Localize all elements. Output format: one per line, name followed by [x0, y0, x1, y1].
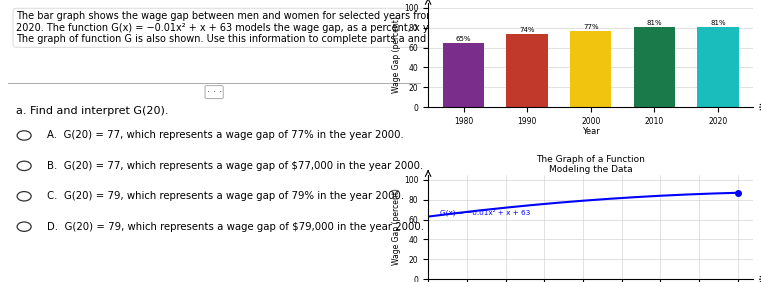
Text: 81%: 81%: [647, 20, 662, 26]
Text: The bar graph shows the wage gap between men and women for selected years from 1: The bar graph shows the wage gap between…: [16, 11, 507, 44]
Y-axis label: Wage Gap (percent): Wage Gap (percent): [392, 17, 401, 93]
Text: G(x) = −0.01x² + x + 63: G(x) = −0.01x² + x + 63: [440, 209, 530, 216]
Bar: [697, 27, 739, 107]
Title: The Graph of a Function
Modeling the Data: The Graph of a Function Modeling the Dat…: [537, 155, 645, 174]
Text: B.  G(20) = 77, which represents a wage gap of $77,000 in the year 2000.: B. G(20) = 77, which represents a wage g…: [47, 161, 423, 171]
Y-axis label: Wage Gap (percent): Wage Gap (percent): [392, 189, 401, 265]
Text: 77%: 77%: [583, 24, 599, 30]
Title: Wage Gap Between Men and
Women: Wage Gap Between Men and Women: [525, 0, 656, 2]
Bar: [507, 34, 548, 107]
Bar: [570, 31, 611, 107]
X-axis label: Year: Year: [582, 127, 600, 136]
Text: C.  G(20) = 79, which represents a wage gap of 79% in the year 2000.: C. G(20) = 79, which represents a wage g…: [47, 191, 404, 201]
Text: 65%: 65%: [456, 36, 471, 42]
Text: a. Find and interpret G(20).: a. Find and interpret G(20).: [16, 106, 168, 116]
Text: A.  G(20) = 77, which represents a wage gap of 77% in the year 2000.: A. G(20) = 77, which represents a wage g…: [47, 131, 403, 140]
Bar: [634, 27, 675, 107]
Text: 81%: 81%: [710, 20, 726, 26]
Text: · · ·: · · ·: [206, 87, 221, 97]
Text: 74%: 74%: [520, 27, 535, 33]
Text: D.  G(20) = 79, which represents a wage gap of $79,000 in the year 2000.: D. G(20) = 79, which represents a wage g…: [47, 222, 424, 232]
Bar: [443, 43, 484, 107]
